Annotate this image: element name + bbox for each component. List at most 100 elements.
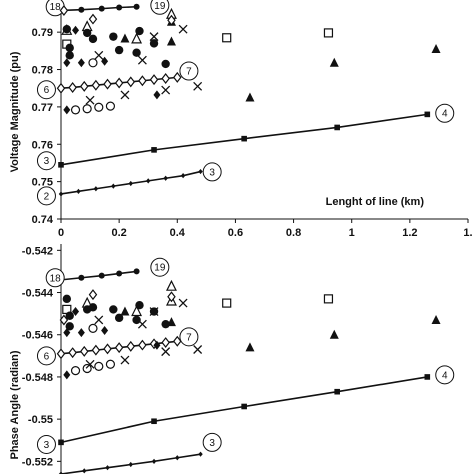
data-point — [88, 13, 98, 25]
tag-circle — [36, 434, 56, 454]
tag-label: 4 — [442, 109, 448, 120]
series-19: 19 — [150, 0, 170, 15]
y-tick-label: 0.77 — [32, 102, 53, 114]
data-point — [63, 105, 71, 115]
data-point — [72, 25, 80, 35]
data-point — [114, 313, 124, 323]
data-point — [65, 43, 74, 53]
data-point — [167, 14, 176, 26]
data-point — [178, 24, 188, 34]
data-point — [101, 56, 109, 66]
series-tag: 2 — [36, 186, 56, 206]
tag-circle — [202, 432, 222, 452]
data-point — [65, 322, 74, 331]
series-triangle — [120, 16, 441, 102]
data-point — [91, 344, 101, 356]
series-2-plus: 2 — [36, 168, 203, 206]
x-tick-label: 0.2 — [111, 227, 126, 239]
data-point — [109, 32, 118, 41]
tag-label: 19 — [154, 263, 166, 274]
series-circle-open — [70, 323, 116, 376]
data-point — [245, 342, 255, 352]
data-point — [241, 403, 247, 410]
data-point — [105, 465, 110, 471]
data-point — [72, 307, 80, 317]
data-point — [161, 319, 170, 329]
tag-circle — [435, 103, 455, 123]
series-x — [85, 24, 203, 105]
y-tick-label: 0.75 — [32, 177, 53, 189]
y-axis-title: Voltage Magnitude (pu) — [9, 51, 21, 172]
data-point — [131, 32, 143, 44]
series-4: 4 — [435, 103, 455, 123]
data-point — [65, 311, 74, 320]
series-tag: 19 — [150, 0, 170, 15]
series-circle-open — [70, 58, 116, 115]
data-point — [126, 340, 136, 352]
data-point — [78, 274, 85, 281]
data-point — [56, 348, 66, 360]
data-point — [78, 6, 85, 13]
data-point — [116, 4, 123, 11]
data-point — [198, 168, 203, 175]
data-point — [133, 268, 140, 275]
data-point — [103, 78, 112, 90]
tag-label: 2 — [44, 191, 50, 202]
tag-circle — [179, 327, 199, 347]
data-point — [198, 451, 203, 457]
series-tag: 4 — [435, 365, 455, 385]
series-circle — [62, 294, 144, 331]
tag-circle — [36, 346, 56, 366]
data-point — [82, 363, 92, 374]
series-tag: 6 — [36, 80, 56, 100]
data-point — [88, 289, 98, 301]
data-point — [128, 180, 133, 187]
series-square-open — [62, 294, 334, 315]
data-point — [222, 298, 232, 308]
tag-label: 3 — [209, 438, 215, 449]
data-point — [163, 175, 168, 181]
series-plus — [58, 451, 203, 474]
data-point — [166, 36, 176, 46]
data-point — [88, 323, 98, 334]
series-bullet — [65, 303, 170, 329]
series-18-dot: 18 — [45, 268, 140, 288]
x-tick-label: 0.8 — [286, 227, 301, 239]
series-4: 4 — [435, 365, 455, 385]
tag-circle — [150, 0, 170, 15]
data-point — [77, 58, 85, 68]
series-tag: 18 — [45, 268, 65, 288]
data-point — [161, 347, 171, 357]
data-point — [88, 303, 98, 312]
y-tick-label: -0.548 — [22, 372, 53, 384]
data-point — [161, 59, 170, 69]
data-point — [85, 95, 95, 105]
tag-label: 6 — [44, 85, 50, 96]
series-tag: 3 — [36, 434, 56, 454]
tag-label: 18 — [50, 273, 62, 284]
x-tick-label: 1 — [349, 227, 355, 239]
data-point — [109, 305, 118, 314]
series-line — [60, 376, 428, 444]
data-point — [222, 33, 232, 43]
data-point — [424, 111, 431, 118]
series-diamond-solid — [63, 307, 161, 380]
series-3-square: 3 — [36, 374, 431, 454]
series-tag: 6 — [36, 346, 56, 366]
data-point — [138, 339, 147, 351]
series-3: 3 — [202, 162, 222, 182]
data-point — [175, 455, 180, 461]
phase-angle-chart: -0.542 -0.544 -0.546 -0.548 -0.55 -0.552Phase… — [9, 244, 455, 474]
series-tag: 7 — [179, 327, 199, 347]
tag-label: 3 — [44, 156, 50, 167]
series-19: 19 — [150, 257, 170, 277]
data-point — [91, 79, 101, 91]
data-point — [137, 55, 147, 65]
data-point — [241, 135, 247, 142]
series-6-diamond-open: 6 — [36, 71, 182, 100]
data-point — [103, 343, 112, 355]
data-point — [114, 77, 124, 89]
series-7: 7 — [179, 327, 199, 347]
y-tick-label: -0.542 — [22, 245, 53, 257]
series-diamond-open2 — [59, 5, 176, 26]
